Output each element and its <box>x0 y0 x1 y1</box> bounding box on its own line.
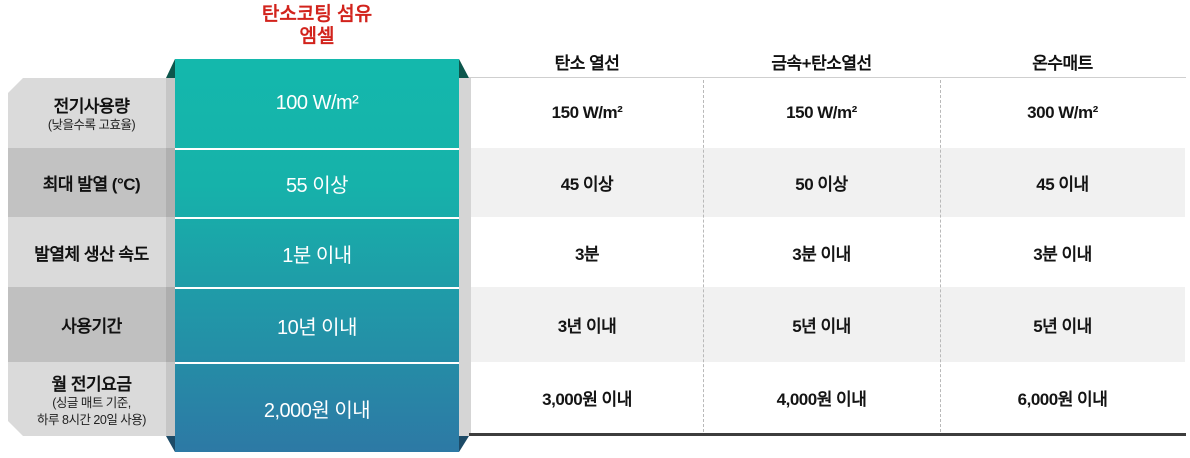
table-bottom-line <box>469 433 1186 436</box>
row-band-shading <box>459 148 1185 217</box>
table-cell: 6,000원 이내 <box>1017 390 1108 409</box>
ribbon-fold-top-right <box>459 59 469 78</box>
row-header-lifespan: 사용기간 <box>8 287 175 362</box>
highlight-ribbon: 100 W/m² 55 이상 1분 이내 10년 이내 2,000원 이내 <box>175 59 459 452</box>
row-header-production-speed: 발열체 생산 속도 <box>8 217 175 287</box>
table-cell: 50 이상 <box>795 175 848 194</box>
table-cell: 3분 이내 <box>1033 244 1092 264</box>
table-cell: 45 이내 <box>1036 175 1089 194</box>
row-header-monthly-cost: 월 전기요금 (싱글 매트 기준, 하루 8시간 20일 사용) <box>8 362 175 436</box>
row-header-panel: 전기사용량 (낮을수록 고효율) 최대 발열 (°C) 발열체 생산 속도 사용… <box>8 78 175 436</box>
ribbon-fold-top-left <box>166 59 175 78</box>
row-header-label: 사용기간 <box>61 317 122 336</box>
table-cell: 5년 이내 <box>1033 317 1092 336</box>
table-cell: 300 W/m² <box>1027 103 1098 122</box>
column-divider <box>940 80 941 432</box>
column-header: 금속+탄소열선 <box>771 53 872 73</box>
ribbon-cell: 2,000원 이내 <box>175 362 459 452</box>
row-header-label: 월 전기요금 <box>51 375 132 395</box>
table-cell: 3,000원 이내 <box>542 390 632 409</box>
row-header-sublabel: 하루 8시간 20일 사용) <box>37 412 146 427</box>
table-cell: 150 W/m² <box>551 103 623 122</box>
row-header-label: 발열체 생산 속도 <box>34 244 149 264</box>
column-carbon-wire: 탄소 열선 150 W/m² 45 이상 3분 3년 이내 3,000원 이내 <box>471 44 703 436</box>
highlight-title-line2: 엠셀 <box>299 26 335 47</box>
row-header-max-heat: 최대 발열 (°C) <box>8 148 175 217</box>
table-cell: 4,000원 이내 <box>776 390 867 409</box>
row-header-sublabel: (낮을수록 고효율) <box>47 118 136 133</box>
table-cell: 3분 <box>574 244 600 264</box>
row-band-shading <box>459 287 1185 362</box>
table-cell: 150 W/m² <box>786 103 857 122</box>
ribbon-shadow <box>459 78 471 436</box>
table-cell: 3년 이내 <box>557 317 617 336</box>
row-header-electric-usage: 전기사용량 (낮을수록 고효율) <box>8 78 175 148</box>
ribbon-cell: 55 이상 <box>175 148 459 217</box>
ribbon-fold-bottom-left <box>166 436 175 452</box>
table-cell: 5년 이내 <box>792 317 851 336</box>
row-header-label: 전기사용량 <box>53 97 130 117</box>
row-header-sublabel: (싱글 매트 기준, <box>52 396 131 411</box>
row-header-label: 최대 발열 (°C) <box>42 175 141 194</box>
ribbon-cell: 1분 이내 <box>175 217 459 287</box>
column-metal-carbon-wire: 금속+탄소열선 150 W/m² 50 이상 3분 이내 5년 이내 4,000… <box>703 44 940 436</box>
panel-edge-shadow <box>166 78 175 436</box>
column-hot-water-mat: 온수매트 300 W/m² 45 이내 3분 이내 5년 이내 6,000원 이… <box>940 44 1185 436</box>
table-cell: 45 이상 <box>560 175 614 194</box>
column-header: 탄소 열선 <box>554 53 620 73</box>
highlight-column-title: 탄소코팅 섬유 엠셀 <box>175 4 459 48</box>
highlight-title-line1: 탄소코팅 섬유 <box>261 4 373 25</box>
header-divider-line <box>469 77 1186 78</box>
ribbon-fold-bottom-right <box>459 436 469 452</box>
column-divider <box>703 80 704 432</box>
table-cell: 3분 이내 <box>792 244 851 264</box>
ribbon-cell: 10년 이내 <box>175 287 459 362</box>
ribbon-cell: 100 W/m² <box>275 92 359 114</box>
column-header: 온수매트 <box>1032 53 1093 73</box>
